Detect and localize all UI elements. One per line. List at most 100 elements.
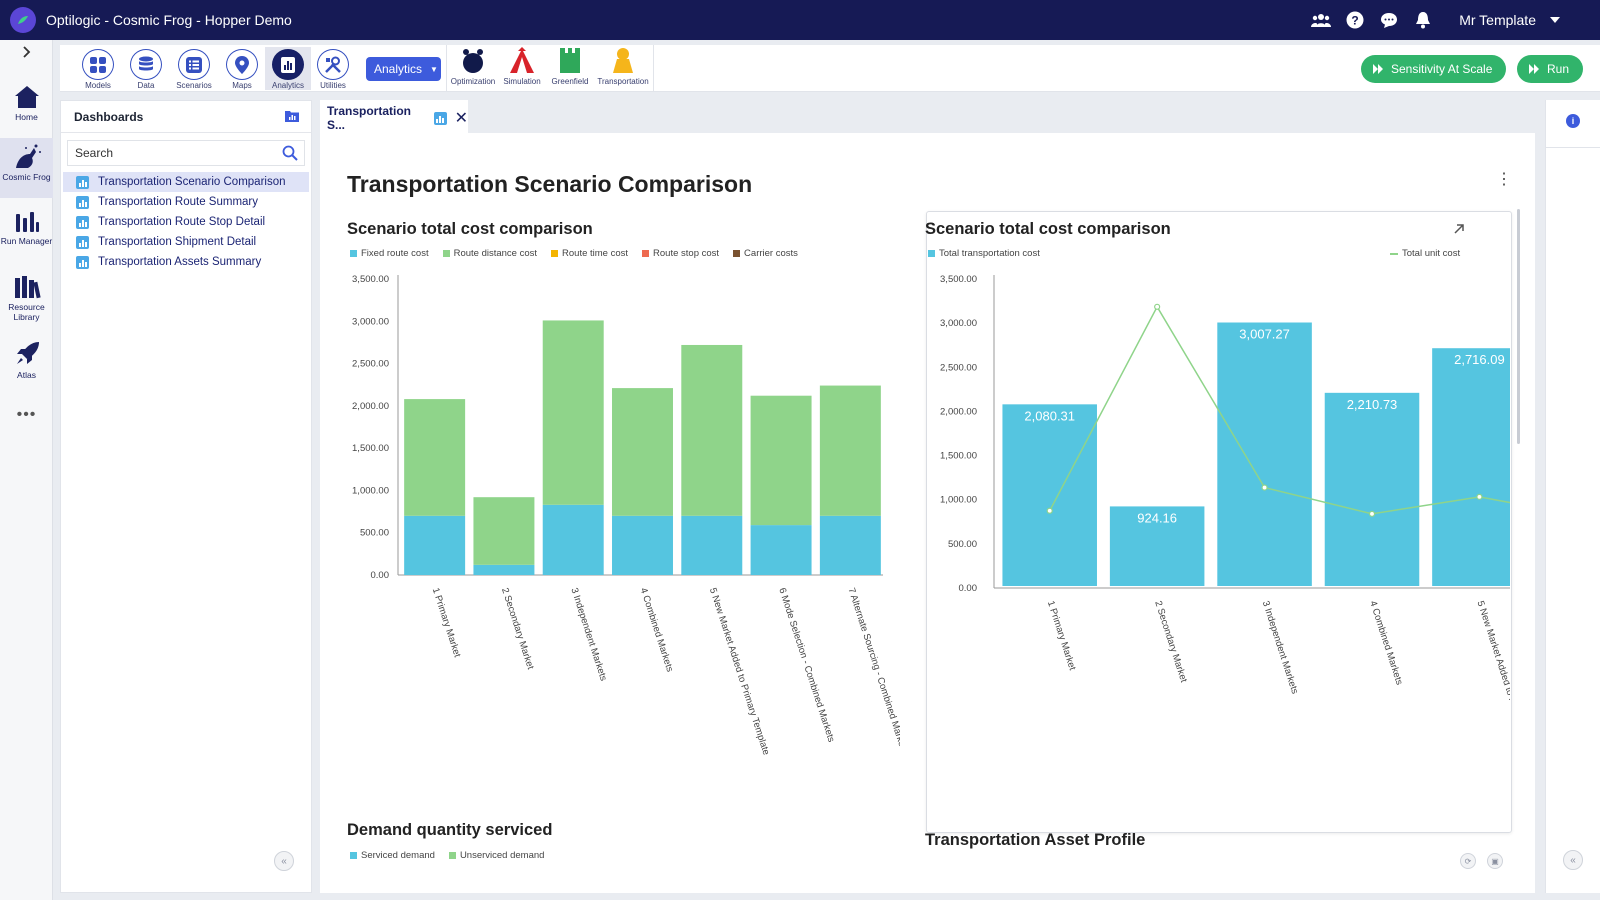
tool-analytics[interactable]: Analytics bbox=[265, 47, 311, 90]
sensitivity-at-scale-button[interactable]: Sensitivity At Scale bbox=[1361, 55, 1507, 83]
play-icon bbox=[1373, 64, 1383, 74]
rail-item-run-manager[interactable]: Run Manager bbox=[0, 210, 53, 260]
more-options-icon[interactable]: ⋮ bbox=[1496, 171, 1512, 188]
models-icon bbox=[90, 56, 106, 73]
y-tick-label: 3,000.00 bbox=[352, 316, 389, 327]
tool-models[interactable]: Models bbox=[75, 47, 121, 90]
rail-item-atlas[interactable]: Atlas bbox=[0, 340, 53, 386]
card-scrollbar[interactable] bbox=[1517, 209, 1520, 444]
tool-utilities[interactable]: Utilities bbox=[310, 47, 356, 90]
chevron-right-icon bbox=[22, 46, 30, 58]
legend-swatch bbox=[442, 250, 450, 257]
x-tick-label: 6 Mode Selection - Combined Markets bbox=[776, 587, 836, 744]
collapse-panel-button[interactable]: « bbox=[274, 851, 294, 871]
chevron-down-icon bbox=[1550, 17, 1560, 23]
library-icon bbox=[14, 276, 41, 299]
main-toolbar: Models Data Scenarios Maps Analytics Uti… bbox=[60, 45, 1600, 92]
y-tick-label: 0.00 bbox=[371, 570, 390, 581]
dashboard-item[interactable]: Transportation Assets Summary bbox=[63, 252, 309, 272]
x-tick-label: 5 New Market Added to Primary Template bbox=[1475, 600, 1510, 770]
legend-item[interactable]: Unserviced demand bbox=[448, 850, 544, 861]
right-info-strip: i « bbox=[1545, 100, 1600, 893]
bar-total-transportation-cost bbox=[1432, 348, 1510, 586]
legend-item[interactable]: Carrier costs bbox=[733, 248, 798, 259]
chat-icon[interactable] bbox=[1379, 10, 1399, 30]
rail-item-home[interactable]: Home bbox=[0, 80, 53, 128]
dashboard-canvas: Transportation Scenario Comparison ⋮ Sce… bbox=[320, 133, 1535, 893]
line-point-total-unit-cost bbox=[1476, 493, 1483, 500]
toolbar-divider bbox=[653, 45, 654, 92]
legend-item[interactable]: Total unit cost bbox=[1390, 248, 1460, 259]
legend-label: Route stop cost bbox=[653, 248, 720, 259]
x-tick-label: 3 Independent Markets bbox=[1260, 600, 1301, 696]
transportation-icon bbox=[613, 48, 633, 73]
y-tick-label-left: 0.00 bbox=[959, 583, 978, 594]
folder-chart-icon[interactable] bbox=[285, 110, 299, 122]
chart1-title: Scenario total cost comparison bbox=[347, 220, 593, 238]
dashboard-chart-icon bbox=[76, 235, 89, 249]
dashboard-search-input[interactable]: Search bbox=[67, 140, 305, 166]
legend-swatch bbox=[350, 852, 357, 859]
legend-swatch bbox=[733, 250, 741, 257]
dashboard-item[interactable]: Transportation Route Stop Detail bbox=[63, 212, 309, 232]
refresh-icon[interactable]: ⟳ bbox=[1460, 853, 1476, 869]
help-icon[interactable]: ? bbox=[1345, 10, 1365, 30]
bar-total-transportation-cost bbox=[1217, 322, 1312, 586]
y-tick-label-left: 3,500.00 bbox=[940, 274, 977, 285]
bar-route-distance-cost bbox=[681, 344, 743, 516]
bar-route-distance-cost bbox=[473, 497, 535, 565]
close-tab-icon[interactable]: ✕ bbox=[454, 110, 468, 127]
rail-item-resource-library[interactable]: Resource Library bbox=[0, 274, 53, 326]
legend-swatch bbox=[1390, 252, 1398, 255]
search-icon[interactable] bbox=[282, 145, 298, 161]
app-title: Optilogic - Cosmic Frog - Hopper Demo bbox=[46, 12, 292, 28]
rail-expand-button[interactable] bbox=[0, 46, 53, 66]
y-tick-label-left: 500.00 bbox=[948, 539, 977, 550]
team-icon[interactable] bbox=[1311, 10, 1332, 30]
app-logo-icon[interactable] bbox=[10, 7, 36, 33]
tool-maps[interactable]: Maps bbox=[219, 47, 265, 90]
run-button[interactable]: Run bbox=[1517, 55, 1584, 83]
legend-item[interactable]: Serviced demand bbox=[350, 850, 435, 861]
tool-data[interactable]: Data bbox=[123, 47, 169, 90]
engine-greenfield[interactable]: Greenfield bbox=[545, 47, 595, 90]
chart2-title: Scenario total cost comparison bbox=[925, 220, 1171, 238]
analytics-dropdown[interactable]: Analytics ▼ bbox=[366, 57, 441, 81]
window-icon[interactable]: ▣ bbox=[1487, 853, 1503, 869]
dashboards-header: Dashboards bbox=[61, 101, 311, 133]
bar-total-transportation-cost bbox=[1324, 392, 1420, 586]
expand-icon[interactable] bbox=[1453, 223, 1465, 235]
dashboard-chart-icon bbox=[76, 255, 89, 269]
notifications-icon[interactable] bbox=[1413, 10, 1433, 30]
legend-label: Route distance cost bbox=[453, 248, 538, 259]
rail-item-cosmic-frog[interactable]: Cosmic Frog bbox=[0, 138, 53, 198]
dashboard-item[interactable]: Transportation Route Summary bbox=[63, 192, 309, 212]
legend-item[interactable]: Route stop cost bbox=[642, 248, 719, 259]
chart2-legend-left: Total transportation cost bbox=[928, 248, 1040, 259]
legend-swatch bbox=[928, 250, 935, 257]
legend-item[interactable]: Route distance cost bbox=[442, 248, 538, 259]
dashboard-item[interactable]: Transportation Shipment Detail bbox=[63, 232, 309, 252]
user-menu[interactable]: Mr Template bbox=[1459, 12, 1560, 28]
rail-more-button[interactable]: ••• bbox=[16, 406, 37, 423]
home-icon bbox=[14, 86, 39, 108]
tool-scenarios[interactable]: Scenarios bbox=[171, 47, 217, 90]
engine-transportation[interactable]: Transportation bbox=[597, 47, 649, 90]
rocket-icon bbox=[16, 342, 39, 364]
legend-item[interactable]: Route time cost bbox=[551, 248, 628, 259]
utilities-icon bbox=[325, 56, 341, 73]
page-title: Transportation Scenario Comparison bbox=[347, 171, 753, 197]
tab-transportation-scenario-comparison[interactable]: Transportation S... ✕ bbox=[320, 100, 468, 134]
engine-optimization[interactable]: Optimization bbox=[448, 47, 498, 90]
dashboard-item[interactable]: Transportation Scenario Comparison bbox=[63, 172, 309, 192]
y-tick-label: 3,500.00 bbox=[352, 274, 389, 285]
legend-item[interactable]: Total transportation cost bbox=[928, 248, 1040, 259]
legend-item[interactable]: Fixed route cost bbox=[350, 248, 429, 259]
legend-label: Carrier costs bbox=[744, 248, 798, 259]
collapse-right-button[interactable]: « bbox=[1563, 850, 1583, 870]
info-icon[interactable]: i bbox=[1566, 114, 1580, 128]
x-tick-label: 2 Secondary Market bbox=[499, 587, 536, 672]
engine-simulation[interactable]: Simulation bbox=[497, 47, 547, 90]
legend-label: Route time cost bbox=[562, 248, 629, 259]
bar-fixed-route-cost bbox=[819, 515, 881, 575]
